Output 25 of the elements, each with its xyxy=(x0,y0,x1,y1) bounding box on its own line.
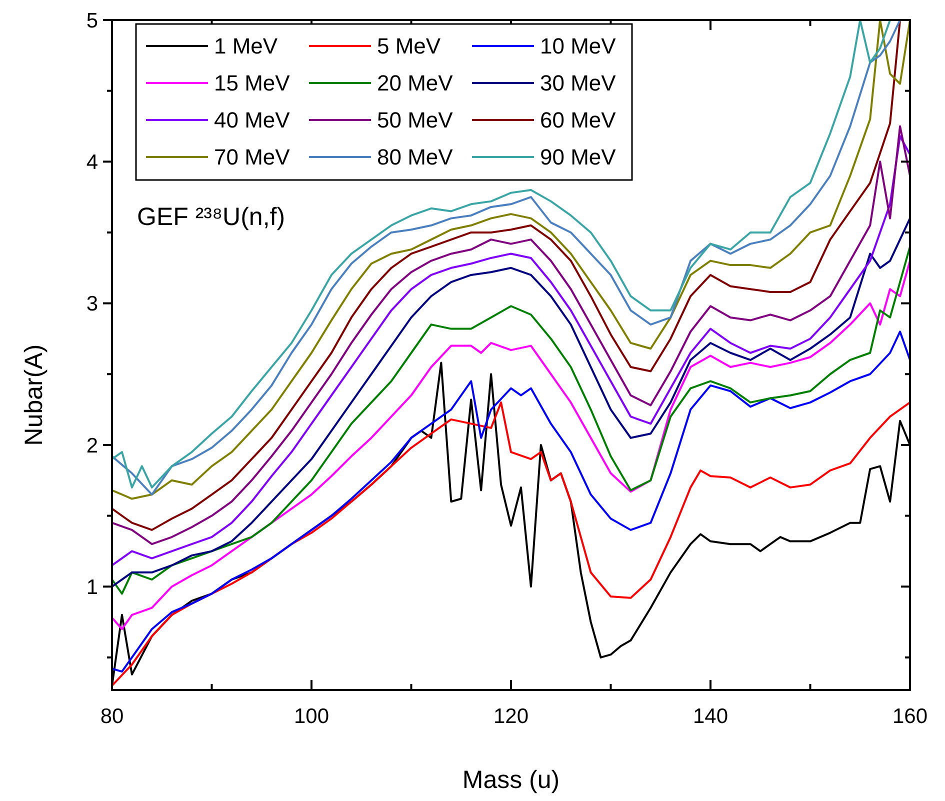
legend-label: 50 MeV xyxy=(377,108,454,133)
legend-label: 70 MeV xyxy=(214,144,290,170)
y-tick-label: 2 xyxy=(86,434,98,458)
legend-label: 15 MeV xyxy=(214,70,290,96)
legend-label: 30 MeV xyxy=(540,70,616,96)
x-tick-label: 120 xyxy=(493,705,529,728)
legend-label: 90 MeV xyxy=(540,144,616,170)
legend-label: 10 MeV xyxy=(540,34,616,59)
legend-label: 60 MeV xyxy=(540,108,616,133)
x-axis-title: Mass (u) xyxy=(462,766,560,794)
x-tick-label: 80 xyxy=(100,705,124,728)
legend-label: 5 MeV xyxy=(377,34,441,59)
y-axis-title: Nubar(A) xyxy=(20,344,48,446)
annotation: GEF ²³⁸U(n,f) xyxy=(137,203,286,231)
y-tick-label: 1 xyxy=(86,576,98,599)
x-tick-label: 140 xyxy=(692,705,728,728)
x-tick-label: 160 xyxy=(892,705,928,728)
legend-label: 80 MeV xyxy=(377,144,454,170)
legend-label: 20 MeV xyxy=(377,70,454,96)
y-tick-label: 4 xyxy=(86,151,98,174)
legend-label: 1 MeV xyxy=(214,34,278,59)
legend-label: 40 MeV xyxy=(214,108,290,133)
y-tick-label: 3 xyxy=(86,292,98,316)
x-tick-label: 100 xyxy=(294,705,330,728)
y-tick-label: 5 xyxy=(86,9,98,32)
